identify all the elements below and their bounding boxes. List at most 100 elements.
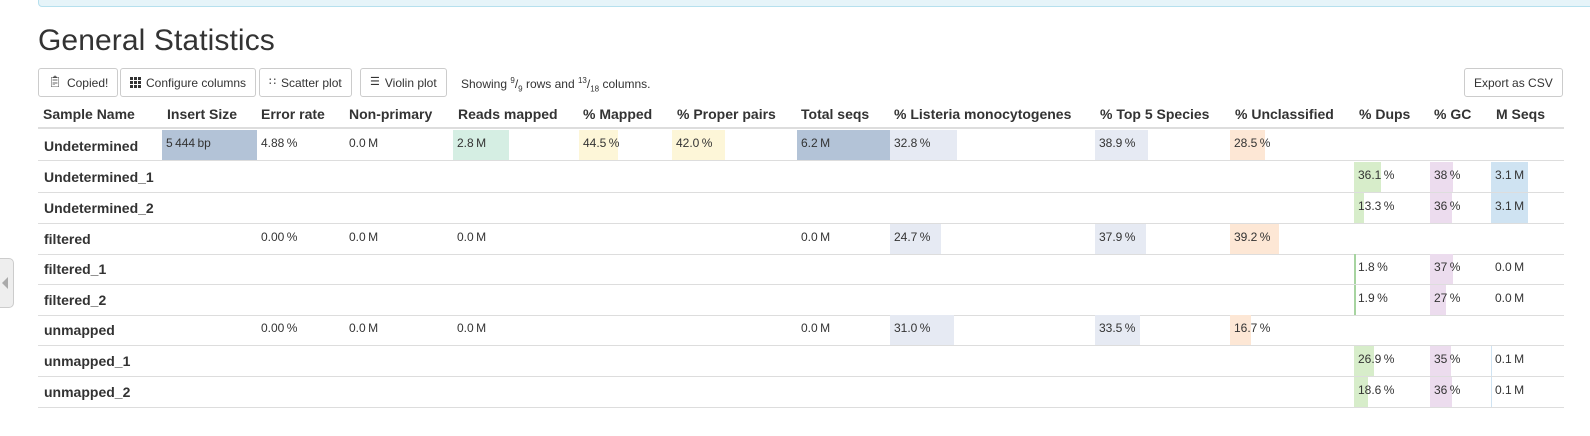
value-bar	[1095, 130, 1148, 160]
cell-gc: 27 %	[1430, 285, 1491, 315]
value-bar	[1430, 377, 1452, 407]
cell-value: 0.1 M	[1495, 383, 1525, 397]
value-bar	[672, 130, 725, 160]
cell-total-seqs: 0.0 M	[797, 315, 890, 345]
cell-value: 44.5 %	[583, 136, 620, 150]
value-bar	[1430, 285, 1446, 315]
cell-dups: 36.1 %	[1354, 162, 1430, 192]
cell-unclassified: 28.5 %	[1230, 130, 1354, 160]
value-bar	[1095, 224, 1146, 254]
value-bar	[890, 130, 957, 160]
cell-value: 18.6 %	[1358, 383, 1395, 397]
cell-reads-mapped: 0.0 M	[453, 315, 579, 345]
cell-value: 36 %	[1434, 383, 1461, 397]
cell-mseqs: 0.0 M	[1491, 254, 1564, 284]
cell-value: 4.88 %	[261, 136, 298, 150]
column-header-gc[interactable]: % GC	[1434, 106, 1472, 122]
table-row: filtered 0.00 % 0.0 M 0.0 M 0.0 M 24.7 % 37.9 …	[38, 224, 1564, 255]
export-csv-button[interactable]: Export as CSV	[1464, 68, 1563, 97]
cell-mseqs: 0.1 M	[1491, 346, 1564, 376]
cell-listeria: 31.0 %	[890, 315, 1095, 345]
cell-value: 42.0 %	[676, 136, 713, 150]
cell-value: 6.2 M	[801, 136, 831, 150]
cell-value: 0.0 M	[349, 136, 379, 150]
cell-reads-mapped: 0.0 M	[453, 224, 579, 254]
cell-value: 38 %	[1434, 168, 1461, 182]
value-bar	[1354, 254, 1356, 284]
cell-value: 39.2 %	[1234, 230, 1271, 244]
column-header-proper-pairs[interactable]: % Proper pairs	[677, 106, 776, 122]
table-row: Undetermined_2 13.3 % 36 % 3.1 M	[38, 193, 1564, 224]
cell-value: 0.0 M	[1495, 260, 1525, 274]
value-bar	[797, 130, 890, 160]
cell-gc: 37 %	[1430, 254, 1491, 284]
cell-value: 0.0 M	[1495, 291, 1525, 305]
column-header-top5[interactable]: % Top 5 Species	[1100, 106, 1210, 122]
cell-top5: 37.9 %	[1095, 224, 1230, 254]
cell-listeria: 24.7 %	[890, 224, 1095, 254]
value-bar	[1491, 377, 1492, 407]
page-title: General Statistics	[38, 24, 275, 57]
cell-error-rate: 0.00 %	[257, 315, 345, 345]
column-header-mseqs[interactable]: M Seqs	[1496, 106, 1546, 122]
cell-dups: 1.9 %	[1354, 285, 1430, 315]
cell-value: 1.8 %	[1358, 260, 1388, 274]
export-label: Export as CSV	[1474, 75, 1553, 90]
cell-value: 0.0 M	[349, 321, 379, 335]
column-header-unclassified[interactable]: % Unclassified	[1235, 106, 1334, 122]
showing-count: Showing 9/9 rows and 13/18 columns.	[461, 76, 651, 94]
cell-value: 5 444 bp	[166, 136, 211, 150]
value-bar	[1354, 193, 1364, 223]
value-bar	[1491, 346, 1492, 376]
column-header-mapped-pct[interactable]: % Mapped	[583, 106, 653, 122]
list-icon: ☰	[370, 76, 380, 88]
sample-name: filtered	[44, 231, 91, 247]
cell-value: 31.0 %	[894, 321, 931, 335]
cell-value: 2.8 M	[457, 136, 487, 150]
cell-gc: 36 %	[1430, 377, 1491, 407]
configure-columns-button[interactable]: Configure columns	[120, 68, 257, 97]
value-bar	[890, 224, 941, 254]
cell-total-seqs: 6.2 M	[797, 130, 890, 160]
column-header-total-seqs[interactable]: Total seqs	[801, 106, 870, 122]
cell-value: 27 %	[1434, 291, 1461, 305]
column-header-insert-size[interactable]: Insert Size	[167, 106, 238, 122]
cell-gc: 38 %	[1430, 162, 1491, 192]
sample-name: filtered_1	[44, 261, 107, 277]
cell-dups: 18.6 %	[1354, 377, 1430, 407]
cell-mseqs: 3.1 M	[1491, 193, 1564, 223]
cell-value: 26.9 %	[1358, 352, 1395, 366]
cell-gc: 35 %	[1430, 346, 1491, 376]
copy-label: Copied!	[66, 75, 109, 90]
cell-top5: 38.9 %	[1095, 130, 1230, 160]
violin-plot-button[interactable]: ☰ Violin plot	[360, 68, 447, 97]
sample-name: unmapped_2	[44, 384, 131, 400]
column-header-reads-mapped[interactable]: Reads mapped	[458, 106, 558, 122]
copy-table-button[interactable]: 📋︎ Copied!	[38, 68, 119, 97]
value-bar	[1354, 377, 1368, 407]
value-bar	[1230, 224, 1279, 254]
value-bar	[1491, 162, 1528, 192]
column-header-name[interactable]: Sample Name	[43, 106, 135, 122]
value-bar	[1430, 193, 1452, 223]
cell-mseqs: 0.0 M	[1491, 285, 1564, 315]
cell-dups: 1.8 %	[1354, 254, 1430, 284]
cell-value: 35 %	[1434, 352, 1461, 366]
column-header-error-rate[interactable]: Error rate	[261, 106, 325, 122]
column-header-non-primary[interactable]: Non-primary	[349, 106, 433, 122]
cell-value: 0.1 M	[1495, 352, 1525, 366]
sample-name: filtered_2	[44, 292, 107, 308]
violin-label: Violin plot	[384, 75, 437, 90]
configure-label: Configure columns	[146, 75, 247, 90]
sidebar-toggle[interactable]	[0, 258, 14, 308]
cell-total-seqs: 0.0 M	[797, 224, 890, 254]
cell-value: 0.0 M	[349, 230, 379, 244]
scatter-plot-button[interactable]: ∷ Scatter plot	[259, 68, 352, 97]
value-bar	[1230, 315, 1251, 345]
sample-name: Undetermined	[44, 138, 139, 154]
cell-proper-pairs: 42.0 %	[672, 130, 797, 160]
cell-unclassified: 16.7 %	[1230, 315, 1354, 345]
value-bar	[890, 315, 954, 345]
column-header-listeria[interactable]: % Listeria monocytogenes	[894, 106, 1072, 122]
column-header-dups[interactable]: % Dups	[1359, 106, 1411, 122]
